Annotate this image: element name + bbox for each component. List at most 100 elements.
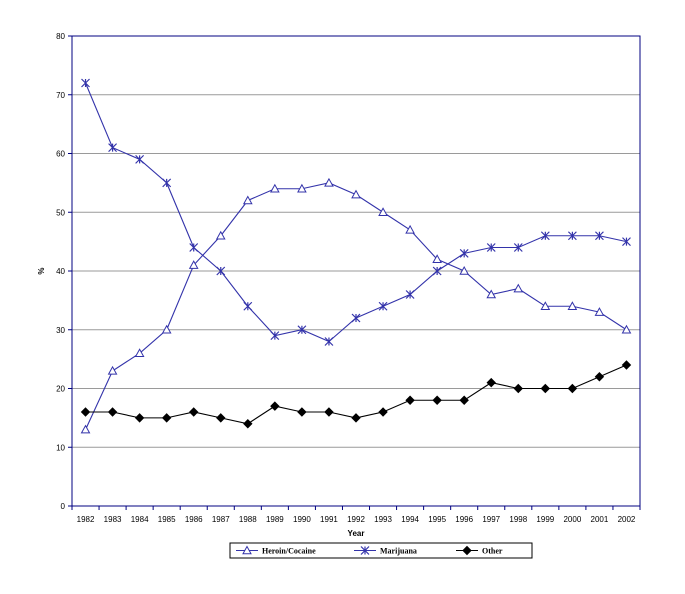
- legend-label: Other: [482, 547, 503, 556]
- data-point-heroin-cocaine: [351, 189, 361, 199]
- data-point-other: [621, 360, 632, 370]
- data-point-marijuana: [540, 231, 550, 241]
- x-tick-label: 1990: [293, 515, 311, 524]
- series-heroin-cocaine: [80, 177, 632, 434]
- x-tick-label: 2002: [618, 515, 636, 524]
- data-point-heroin-cocaine: [594, 307, 605, 316]
- y-axis-label: %: [37, 267, 46, 274]
- data-point-other: [80, 407, 91, 417]
- data-point-heroin-cocaine: [378, 207, 388, 216]
- data-point-other: [405, 395, 415, 405]
- data-point-heroin-cocaine: [324, 177, 334, 187]
- x-tick-label: 1997: [482, 515, 500, 524]
- data-point-marijuana: [432, 266, 442, 276]
- data-point-heroin-cocaine: [107, 365, 118, 375]
- y-tick-label: 50: [56, 208, 65, 217]
- data-point-marijuana: [81, 78, 90, 88]
- data-point-other: [216, 413, 226, 423]
- data-point-other: [189, 407, 199, 417]
- data-point-heroin-cocaine: [80, 424, 91, 434]
- data-point-heroin-cocaine: [432, 254, 442, 263]
- data-point-marijuana: [162, 178, 172, 188]
- data-point-marijuana: [459, 248, 469, 258]
- series-layer: [80, 78, 632, 434]
- legend-item-marijuana: Marijuana: [354, 546, 417, 556]
- data-point-heroin-cocaine: [297, 183, 307, 193]
- data-point-heroin-cocaine: [540, 301, 551, 310]
- x-tick-label: 1991: [320, 515, 338, 524]
- y-tick-label: 60: [56, 150, 65, 159]
- data-point-marijuana: [270, 331, 280, 341]
- legend: Heroin/Cocaine Marijuana Other: [229, 542, 533, 559]
- data-point-other: [351, 413, 361, 423]
- x-axis: 1982 1983 1984 1985 1986 1987 1988 1989 1990 1991…: [71, 506, 641, 524]
- series-marijuana: [81, 78, 631, 346]
- x-tick-label: 1996: [455, 515, 473, 524]
- legend-marker: [462, 545, 472, 556]
- legend-label: Marijuana: [380, 547, 417, 556]
- data-point-other: [297, 407, 307, 417]
- x-tick-label: 1985: [158, 515, 176, 524]
- data-point-other: [324, 407, 334, 417]
- x-axis-label: Year: [348, 529, 365, 538]
- data-point-other: [107, 407, 118, 417]
- x-tick-label: 1989: [266, 515, 284, 524]
- y-tick-label: 30: [56, 326, 65, 335]
- x-tick-label: 2000: [563, 515, 581, 524]
- x-tick-label: 1992: [347, 515, 365, 524]
- data-point-heroin-cocaine: [188, 260, 199, 269]
- x-tick-label: 1994: [401, 515, 419, 524]
- data-point-marijuana: [378, 301, 388, 311]
- data-point-other: [134, 413, 145, 423]
- x-tick-label: 1998: [509, 515, 527, 524]
- y-tick-label: 80: [56, 32, 65, 41]
- data-point-marijuana: [405, 290, 415, 299]
- y-axis: 0 10 20 30 40 50 60 70 80: [56, 32, 72, 511]
- data-point-other: [486, 377, 496, 388]
- data-point-other: [161, 413, 172, 423]
- data-point-heroin-cocaine: [161, 324, 172, 334]
- data-point-marijuana: [486, 243, 496, 252]
- data-point-other: [459, 395, 469, 405]
- x-tick-label: 1983: [104, 515, 122, 524]
- data-point-heroin-cocaine: [242, 195, 253, 205]
- data-point-other: [594, 372, 605, 382]
- data-point-marijuana: [216, 266, 226, 276]
- data-point-other: [243, 419, 253, 429]
- data-point-marijuana: [595, 231, 604, 241]
- data-point-other: [432, 395, 442, 405]
- gridlines: [72, 94, 640, 448]
- data-point-other: [567, 383, 578, 394]
- data-point-marijuana: [135, 154, 145, 164]
- data-point-marijuana: [351, 313, 361, 323]
- data-point-heroin-cocaine: [459, 265, 470, 275]
- data-point-marijuana: [243, 301, 253, 311]
- data-point-heroin-cocaine: [405, 224, 415, 234]
- data-point-other: [270, 401, 280, 411]
- x-tick-label: 1986: [185, 515, 203, 524]
- y-tick-label: 70: [56, 91, 65, 100]
- x-tick-label: 1995: [428, 515, 446, 524]
- x-tick-label: 1988: [239, 515, 257, 524]
- legend-marker: [360, 546, 370, 555]
- data-point-other: [513, 383, 523, 394]
- data-point-heroin-cocaine: [134, 348, 145, 357]
- y-tick-label: 0: [61, 502, 66, 511]
- data-point-other: [540, 383, 551, 394]
- legend-marker: [242, 545, 252, 555]
- x-tick-label: 1984: [131, 515, 149, 524]
- y-tick-label: 20: [56, 385, 65, 394]
- data-point-heroin-cocaine: [270, 183, 280, 193]
- x-tick-label: 1993: [374, 515, 392, 524]
- data-point-heroin-cocaine: [513, 283, 524, 293]
- legend-item-heroin-cocaine: Heroin/Cocaine: [236, 545, 316, 556]
- data-point-marijuana: [513, 243, 523, 252]
- data-point-heroin-cocaine: [621, 324, 632, 334]
- y-tick-label: 40: [56, 267, 65, 276]
- legend-label: Heroin/Cocaine: [262, 547, 316, 556]
- series-other: [80, 360, 632, 429]
- y-tick-label: 10: [56, 443, 65, 452]
- x-tick-label: 2001: [591, 515, 609, 524]
- data-point-marijuana: [324, 337, 334, 346]
